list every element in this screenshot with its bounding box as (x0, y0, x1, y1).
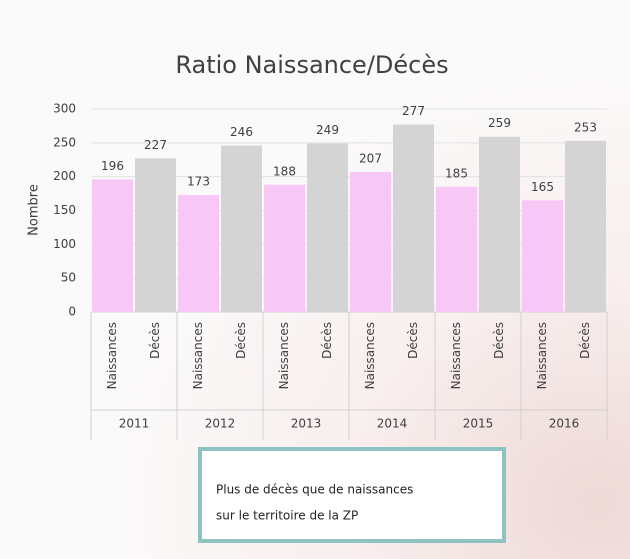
value-label: 173 (187, 174, 210, 188)
sub-category-label: Naissances (535, 322, 549, 389)
value-label: 277 (402, 104, 425, 118)
bar (178, 195, 219, 312)
bar (565, 141, 606, 312)
bar (393, 125, 434, 312)
y-tick-label: 100 (53, 237, 76, 251)
x-tick-label: 2013 (291, 417, 322, 431)
bar (92, 179, 133, 312)
value-label: 188 (273, 164, 296, 178)
x-tick-label: 2015 (463, 417, 494, 431)
y-tick-label: 50 (61, 271, 76, 285)
sub-category-label: Naissances (105, 322, 119, 389)
bar (307, 144, 348, 312)
x-tick-label: 2014 (377, 417, 408, 431)
bar (436, 187, 477, 312)
value-label: 249 (316, 123, 339, 137)
value-label: 253 (574, 120, 597, 134)
sub-category-label: Naissances (191, 322, 205, 389)
sub-category-label: Décès (148, 322, 162, 359)
sub-category-label: Naissances (277, 322, 291, 389)
sub-category-label: Décès (320, 322, 334, 359)
y-axis-label: Nombre (27, 184, 42, 236)
y-tick-label: 150 (53, 203, 76, 217)
value-label: 185 (445, 166, 468, 180)
sub-category-label: Naissances (363, 322, 377, 389)
bar (522, 200, 563, 312)
value-label: 259 (488, 116, 511, 130)
chart-title: Ratio Naissance/Décès (175, 51, 448, 79)
bar (350, 172, 391, 312)
annotation-line: sur le territoire de la ZP (216, 509, 358, 523)
value-label: 196 (101, 159, 124, 173)
sub-category-label: Décès (234, 322, 248, 359)
sub-category-label: Décès (492, 322, 506, 359)
y-tick-label: 300 (53, 102, 76, 116)
sub-category-label: Décès (578, 322, 592, 359)
value-label: 165 (531, 180, 554, 194)
y-tick-label: 0 (68, 305, 76, 319)
bar (221, 146, 262, 312)
y-tick-label: 250 (53, 135, 76, 149)
x-tick-label: 2012 (205, 417, 236, 431)
x-tick-label: 2011 (119, 417, 150, 431)
bar (264, 185, 305, 312)
x-tick-label: 2016 (549, 417, 580, 431)
annotation-line: Plus de décès que de naissances (216, 483, 413, 497)
y-tick-label: 200 (53, 169, 76, 183)
chart: Ratio Naissance/Décès Nombre Plus de déc… (0, 0, 630, 559)
value-label: 207 (359, 151, 382, 165)
sub-category-label: Décès (406, 322, 420, 359)
value-label: 227 (144, 138, 167, 152)
bar (135, 158, 176, 312)
bar (479, 137, 520, 312)
sub-category-label: Naissances (449, 322, 463, 389)
value-label: 246 (230, 125, 253, 139)
